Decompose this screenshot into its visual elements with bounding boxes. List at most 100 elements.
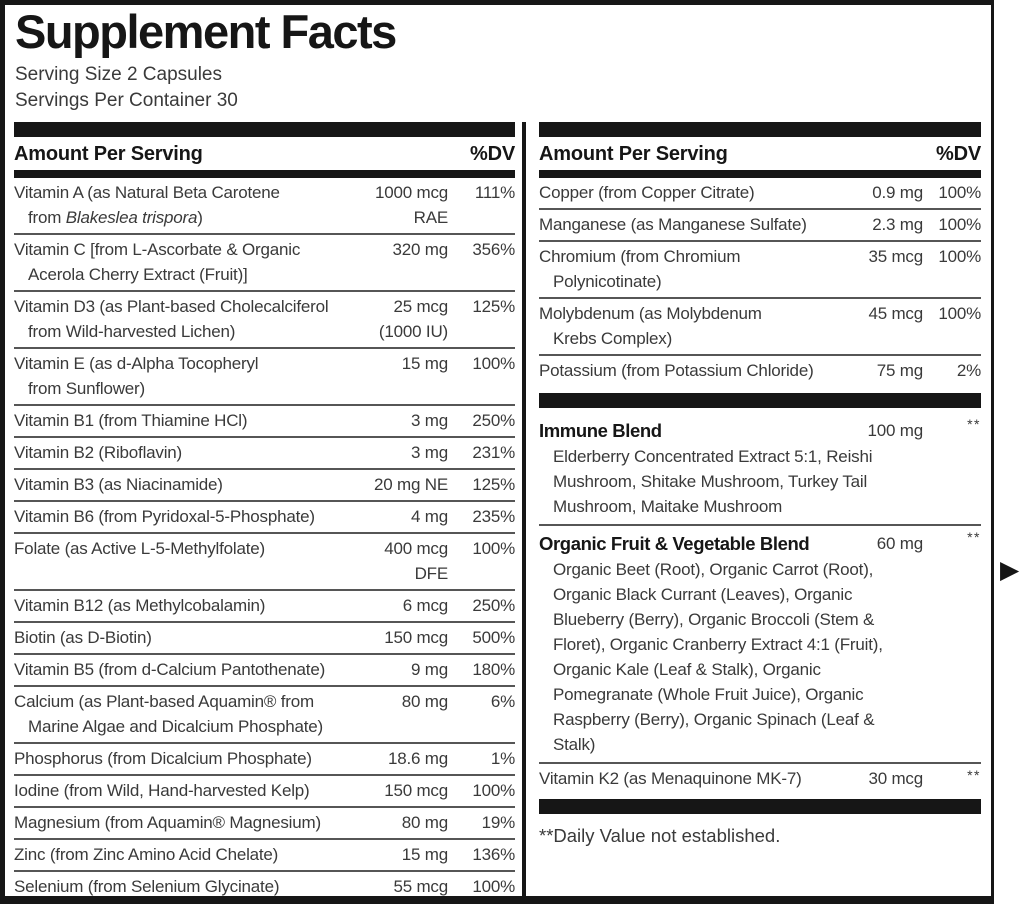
nutrient-amount: 15 mg xyxy=(401,844,448,864)
nutrient-dv: 250% xyxy=(472,595,515,615)
nutrient-name: Magnesium (from Aquamin® Magnesium) xyxy=(14,812,321,832)
percent-dv-label: %DV xyxy=(936,142,981,165)
nutrient-name: Biotin (as D-Biotin) xyxy=(14,627,152,647)
nutrient-row-selenium: Selenium (from Selenium Glycinate) 55 mc… xyxy=(14,869,515,902)
nutrient-name: Vitamin B5 (from d-Calcium Pantothenate) xyxy=(14,659,326,679)
nutrient-name: Vitamin D3 (as Plant-based Cholecalcifer… xyxy=(14,296,329,316)
nutrient-amount: 150 mcg xyxy=(384,780,448,800)
nutrient-dv: 100% xyxy=(938,182,981,202)
nutrient-name: Vitamin B12 (as Methylcobalamin) xyxy=(14,595,266,615)
nutrient-name-cont: from Sunflower) xyxy=(28,378,145,398)
nutrient-row-molybdenum: Molybdenum (as Molybdenum Krebs Complex)… xyxy=(539,296,981,354)
facts-column-right: Amount Per Serving %DV Copper (from Copp… xyxy=(526,121,991,896)
nutrient-name: Selenium (from Selenium Glycinate) xyxy=(14,876,280,896)
nutrient-amount: 3 mg xyxy=(411,410,448,430)
nutrient-row-vitamin-b1: Vitamin B1 (from Thiamine HCl) 3 mg 250% xyxy=(14,403,515,436)
serving-info: Serving Size 2 Capsules Servings Per Con… xyxy=(15,62,981,114)
black-bar xyxy=(14,121,515,137)
nutrient-dv: 100% xyxy=(938,246,981,266)
nutrient-name-cont: from Blakeslea trispora) xyxy=(28,207,203,227)
nutrient-row-phosphorus: Phosphorus (from Dicalcium Phosphate) 18… xyxy=(14,741,515,774)
nutrient-name: Phosphorus (from Dicalcium Phosphate) xyxy=(14,748,312,768)
column-header: Amount Per Serving %DV xyxy=(539,137,981,170)
nutrient-row-vitamin-e: Vitamin E (as d-Alpha Tocopheryl from Su… xyxy=(14,346,515,404)
black-bar xyxy=(539,392,981,408)
nutrient-dv: 100% xyxy=(938,214,981,234)
nutrient-row-vitamin-k2: Vitamin K2 (as Menaquinone MK-7) 30 mcg … xyxy=(539,761,981,794)
blend-name: Organic Fruit & Vegetable Blend xyxy=(539,532,810,554)
nutrient-row-vitamin-c: Vitamin C [from L-Ascorbate & Organic Ac… xyxy=(14,232,515,290)
nutrient-dv: 125% xyxy=(472,474,515,494)
nutrient-row-biotin: Biotin (as D-Biotin) 150 mcg 500% xyxy=(14,620,515,653)
nutrient-name: Copper (from Copper Citrate) xyxy=(539,182,755,202)
blend-dv: ** xyxy=(967,528,981,545)
nutrient-name: Calcium (as Plant-based Aquamin® from xyxy=(14,691,314,711)
nutrient-dv: 6% xyxy=(490,691,515,711)
nutrient-name: Vitamin K2 (as Menaquinone MK-7) xyxy=(539,768,802,788)
nutrient-dv: 1% xyxy=(490,748,515,768)
nutrient-amount: 0.9 mg xyxy=(872,182,923,202)
percent-dv-label: %DV xyxy=(470,142,515,165)
nutrient-dv: 19% xyxy=(481,812,516,832)
nutrient-amount: 2.3 mg xyxy=(872,214,923,234)
nutrient-name: Chromium (from Chromium xyxy=(539,246,741,266)
nutrient-name: Vitamin C [from L-Ascorbate & Organic xyxy=(14,239,301,259)
nutrient-name-cont: Polynicotinate) xyxy=(553,271,662,291)
nutrient-amount: 35 mcg xyxy=(868,246,923,266)
nutrient-row-copper: Copper (from Copper Citrate) 0.9 mg 100% xyxy=(539,178,981,208)
nutrient-name: Iodine (from Wild, Hand-harvested Kelp) xyxy=(14,780,310,800)
nutrient-dv: 500% xyxy=(472,627,515,647)
nutrient-amount: 9 mg xyxy=(411,659,448,679)
nutrient-amount: 30 mcg xyxy=(868,768,923,788)
nutrient-row-calcium: Calcium (as Plant-based Aquamin® from Ma… xyxy=(14,684,515,742)
nutrient-dv: ** xyxy=(967,766,981,783)
facts-columns: Amount Per Serving %DV Vitamin A (as Nat… xyxy=(5,121,991,896)
nutrient-row-vitamin-b2: Vitamin B2 (Riboflavin) 3 mg 231% xyxy=(14,435,515,468)
blend-amount: 60 mg xyxy=(876,533,923,553)
nutrient-row-vitamin-b12: Vitamin B12 (as Methylcobalamin) 6 mcg 2… xyxy=(14,588,515,621)
serving-size: Serving Size 2 Capsules xyxy=(15,63,222,85)
nutrient-dv: 180% xyxy=(472,659,515,679)
nutrient-dv: 100% xyxy=(472,353,515,373)
nutrient-name-cont: Marine Algae and Dicalcium Phosphate) xyxy=(28,716,323,736)
nutrient-dv: 250% xyxy=(472,410,515,430)
nutrient-name: Vitamin B1 (from Thiamine HCl) xyxy=(14,410,248,430)
thick-rule xyxy=(539,169,981,178)
nutrient-amount: 55 mcg xyxy=(393,876,448,896)
next-arrow-icon[interactable]: ▶ xyxy=(1000,556,1020,584)
nutrient-amount: 6 mcg xyxy=(402,595,448,615)
black-bar xyxy=(539,121,981,137)
nutrient-row-manganese: Manganese (as Manganese Sulfate) 2.3 mg … xyxy=(539,207,981,240)
nutrient-name-cont: Acerola Cherry Extract (Fruit)] xyxy=(28,264,248,284)
nutrient-name: Manganese (as Manganese Sulfate) xyxy=(539,214,807,234)
nutrient-name: Molybdenum (as Molybdenum xyxy=(539,303,762,323)
nutrient-name: Vitamin B6 (from Pyridoxal-5-Phosphate) xyxy=(14,506,315,526)
label-header: Supplement Facts Serving Size 2 Capsules… xyxy=(5,5,991,114)
nutrient-amount: 80 mg xyxy=(401,691,448,711)
nutrient-name: Vitamin A (as Natural Beta Carotene xyxy=(14,182,280,202)
nutrient-name-cont: from Wild-harvested Lichen) xyxy=(28,321,236,341)
nutrient-row-zinc: Zinc (from Zinc Amino Acid Chelate) 15 m… xyxy=(14,837,515,870)
nutrient-name: Vitamin E (as d-Alpha Tocopheryl xyxy=(14,353,259,373)
nutrient-amount: 25 mcg (1000 IU) xyxy=(378,296,448,341)
nutrient-dv: 235% xyxy=(472,506,515,526)
servings-per-container: Servings Per Container 30 xyxy=(15,89,238,111)
nutrient-amount: 4 mg xyxy=(411,506,448,526)
nutrient-amount: 80 mg xyxy=(401,812,448,832)
nutrient-amount: 75 mg xyxy=(876,360,923,380)
nutrient-name: Vitamin B2 (Riboflavin) xyxy=(14,442,182,462)
black-bar xyxy=(539,798,981,814)
nutrient-dv: 111% xyxy=(474,182,515,202)
nutrient-row-potassium: Potassium (from Potassium Chloride) 75 m… xyxy=(539,353,981,386)
facts-column-left: Amount Per Serving %DV Vitamin A (as Nat… xyxy=(5,121,522,896)
nutrient-row-vitamin-d3: Vitamin D3 (as Plant-based Cholecalcifer… xyxy=(14,289,515,347)
nutrient-amount: 3 mg xyxy=(411,442,448,462)
nutrient-row-folate: Folate (as Active L-5-Methylfolate) 400 … xyxy=(14,531,515,589)
blend-dv: ** xyxy=(967,415,981,432)
nutrient-dv: 2% xyxy=(956,360,981,380)
nutrient-name: Vitamin B3 (as Niacinamide) xyxy=(14,474,223,494)
blend-ingredients: Organic Beet (Root), Organic Carrot (Roo… xyxy=(553,559,883,754)
supplement-facts-panel: Supplement Facts Serving Size 2 Capsules… xyxy=(0,0,994,904)
column-header: Amount Per Serving %DV xyxy=(14,137,515,170)
species-name: Blakeslea trispora xyxy=(65,207,198,227)
